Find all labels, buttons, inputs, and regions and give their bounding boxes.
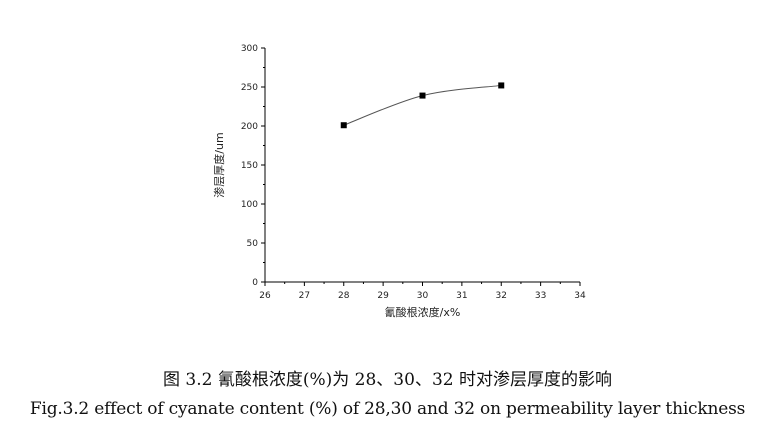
y-tick-label: 0 bbox=[252, 278, 258, 288]
y-tick-label: 200 bbox=[241, 122, 258, 132]
data-point-marker bbox=[419, 92, 426, 99]
x-tick-label: 30 bbox=[417, 291, 429, 301]
y-tick-label: 250 bbox=[241, 83, 258, 93]
axes bbox=[264, 48, 580, 283]
y-axis-label: 渗层厚度/um bbox=[212, 132, 226, 197]
y-tick-label: 100 bbox=[241, 200, 258, 210]
x-tick-label: 33 bbox=[535, 291, 546, 301]
x-axis-label: 氰酸根浓度/x% bbox=[385, 305, 461, 319]
x-tick-label: 34 bbox=[574, 291, 586, 301]
data-point-marker bbox=[498, 82, 505, 89]
x-tick-label: 26 bbox=[259, 291, 271, 301]
series-line bbox=[343, 84, 502, 126]
figure-caption-english: Fig.3.2 effect of cyanate content (%) of… bbox=[29, 399, 746, 419]
y-tick-label: 150 bbox=[241, 161, 258, 171]
x-tick-label: 29 bbox=[377, 291, 389, 301]
x-tick-label: 31 bbox=[456, 291, 467, 301]
data-point-marker bbox=[340, 122, 347, 129]
y-tick-label: 50 bbox=[247, 239, 259, 249]
x-tick-label: 27 bbox=[299, 291, 310, 301]
figure-caption-chinese: 图 3.2 氰酸根浓度(%)为 28、30、32 时对渗层厚度的影响 bbox=[163, 370, 612, 390]
x-tick-label: 32 bbox=[496, 291, 507, 301]
x-tick-label: 28 bbox=[338, 291, 350, 301]
series bbox=[340, 82, 505, 129]
ticks: 26 27 28 29 30 31 32 33 34 0 50 100 150 200 250 300 bbox=[241, 44, 586, 301]
y-tick-label: 300 bbox=[241, 44, 258, 54]
